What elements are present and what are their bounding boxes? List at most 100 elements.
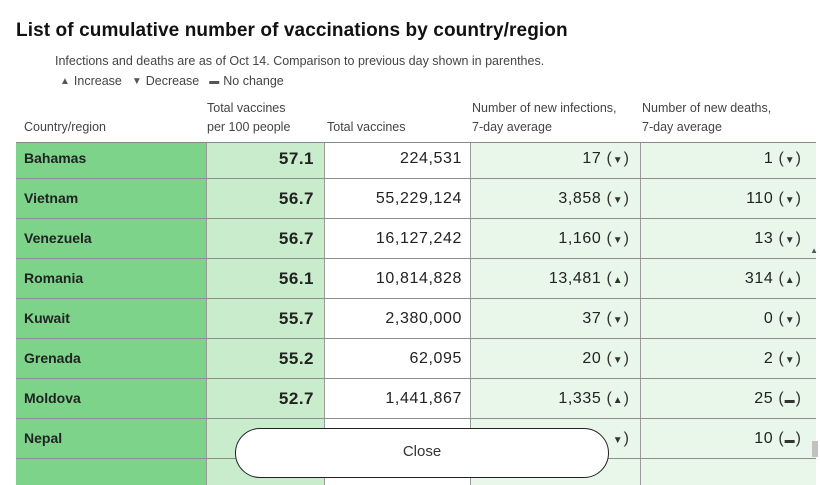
- deaths-cell: 13 (▼): [640, 219, 802, 258]
- close-button[interactable]: Close: [235, 428, 609, 478]
- infections-value: 20: [582, 350, 602, 367]
- per100-value: 55.7: [278, 309, 314, 328]
- total-value: 224,531: [399, 150, 462, 167]
- header-infections-line2: 7-day average: [472, 120, 552, 134]
- vaccination-table[interactable]: Country/region Total vaccines per 100 pe…: [16, 96, 816, 485]
- page-title: List of cumulative number of vaccination…: [16, 20, 568, 41]
- change-arrow-icon: ▼: [612, 435, 624, 446]
- country-name: Bahamas: [24, 150, 87, 166]
- deaths-cell: 110 (▼): [640, 179, 802, 218]
- change-arrow-icon: ▼: [612, 355, 624, 366]
- deaths-change: (▼): [778, 150, 802, 167]
- vertical-scrollbar[interactable]: ▲: [810, 96, 820, 485]
- column-divider: [640, 142, 641, 485]
- change-arrow-icon: ▲: [784, 275, 796, 286]
- country-name: Romania: [24, 270, 84, 286]
- infections-cell: 13,481 (▲): [470, 259, 630, 298]
- change-arrow-icon: ▲: [612, 275, 624, 286]
- deaths-change: (▼): [778, 190, 802, 207]
- deaths-change: (▼): [778, 230, 802, 247]
- header-country: Country/region: [24, 120, 106, 134]
- infections-value: 13,481: [548, 270, 602, 287]
- total-value: 55,229,124: [375, 190, 462, 207]
- header-per100-line1: Total vaccines: [207, 101, 286, 115]
- table-row: Romania 56.1 10,814,828 13,481 (▲) 314 (…: [16, 259, 816, 299]
- header-infections-line1: Number of new infections,: [472, 101, 617, 115]
- change-arrow-icon: ▼: [612, 195, 624, 206]
- country-name: Moldova: [24, 390, 81, 406]
- change-legend: ▲ Increase ▼ Decrease ▬ No change: [60, 74, 284, 88]
- infections-cell: ▼): [470, 419, 630, 458]
- change-arrow-icon: ▼: [784, 315, 796, 326]
- deaths-value: 1: [763, 150, 774, 167]
- scrollbar-thumb[interactable]: [812, 441, 818, 457]
- deaths-change: (▲): [778, 270, 802, 287]
- legend-no-change: ▬ No change: [209, 74, 283, 88]
- header-deaths: Number of new deaths, 7-day average: [642, 99, 771, 137]
- header-deaths-line1: Number of new deaths,: [642, 101, 772, 115]
- per100-value: 55.2: [278, 349, 314, 368]
- deaths-value: 110: [746, 190, 774, 207]
- table-row: Vietnam 56.7 55,229,124 3,858 (▼) 110 (▼…: [16, 179, 816, 219]
- header-per100: Total vaccines per 100 people: [207, 99, 290, 137]
- scroll-up-arrow-icon[interactable]: ▲: [810, 246, 818, 255]
- close-button-label: Close: [402, 443, 442, 460]
- per100-value: 56.1: [278, 269, 314, 288]
- infections-cell: 1,335 (▲): [470, 379, 630, 418]
- deaths-cell: 0 (▼): [640, 299, 802, 338]
- infections-cell: 20 (▼): [470, 339, 630, 378]
- infections-change: (▲): [606, 270, 630, 287]
- table-row: Bahamas 57.1 224,531 17 (▼) 1 (▼): [16, 139, 816, 179]
- table-header: Country/region Total vaccines per 100 pe…: [16, 96, 816, 143]
- infections-change: ▼): [612, 430, 630, 447]
- legend-no-change-label: No change: [223, 74, 284, 88]
- legend-decrease-label: Decrease: [145, 74, 200, 88]
- total-value: 16,127,242: [375, 230, 462, 247]
- change-arrow-icon: ▼: [784, 235, 796, 246]
- infections-value: 1,335: [558, 390, 602, 407]
- deaths-cell: 314 (▲): [640, 259, 802, 298]
- infections-value: 37: [582, 310, 602, 327]
- decrease-triangle-icon: ▼: [131, 75, 142, 87]
- infections-cell: 3,858 (▼): [470, 179, 630, 218]
- change-arrow-icon: ▼: [784, 155, 796, 166]
- page-subtitle: Infections and deaths are as of Oct 14. …: [55, 54, 545, 68]
- deaths-change: (▬): [778, 430, 802, 447]
- header-infections: Number of new infections, 7-day average: [472, 99, 617, 137]
- change-arrow-icon: ▬: [784, 435, 796, 446]
- per100-value: 56.7: [278, 189, 314, 208]
- change-arrow-icon: ▼: [612, 315, 624, 326]
- total-value: 10,814,828: [375, 270, 462, 287]
- infections-change: (▼): [606, 350, 630, 367]
- country-name: Venezuela: [24, 230, 92, 246]
- total-column-bg: [324, 142, 470, 485]
- deaths-cell: 10 (▬): [640, 419, 802, 458]
- infections-change: (▲): [606, 390, 630, 407]
- column-divider: [206, 142, 207, 485]
- country-name: Grenada: [24, 350, 81, 366]
- deaths-value: 2: [763, 350, 774, 367]
- table-row: Kuwait 55.7 2,380,000 37 (▼) 0 (▼): [16, 299, 816, 339]
- header-per100-line2: per 100 people: [207, 120, 291, 134]
- deaths-column-bg: [640, 142, 816, 485]
- infections-value: 1,160: [558, 230, 602, 247]
- table-body: Bahamas 57.1 224,531 17 (▼) 1 (▼) Vietna…: [16, 138, 816, 459]
- total-value: 62,095: [409, 350, 462, 367]
- change-arrow-icon: ▼: [612, 155, 624, 166]
- column-divider: [470, 142, 471, 485]
- change-arrow-icon: ▲: [612, 395, 624, 406]
- deaths-cell: 1 (▼): [640, 139, 802, 178]
- legend-decrease: ▼ Decrease: [132, 74, 199, 88]
- legend-increase: ▲ Increase: [60, 74, 122, 88]
- country-column-bg: [16, 142, 206, 485]
- country-name: Nepal: [24, 430, 63, 446]
- header-deaths-line2: 7-day average: [642, 120, 722, 134]
- country-name: Vietnam: [24, 190, 79, 206]
- no-change-dash-icon: ▬: [209, 75, 220, 87]
- infections-change: (▼): [606, 310, 630, 327]
- change-arrow-icon: ▼: [784, 355, 796, 366]
- table-row: Moldova 52.7 1,441,867 1,335 (▲) 25 (▬): [16, 379, 816, 419]
- per100-value: 52.7: [278, 389, 314, 408]
- country-name: Kuwait: [24, 310, 70, 326]
- total-value: 1,441,867: [385, 390, 462, 407]
